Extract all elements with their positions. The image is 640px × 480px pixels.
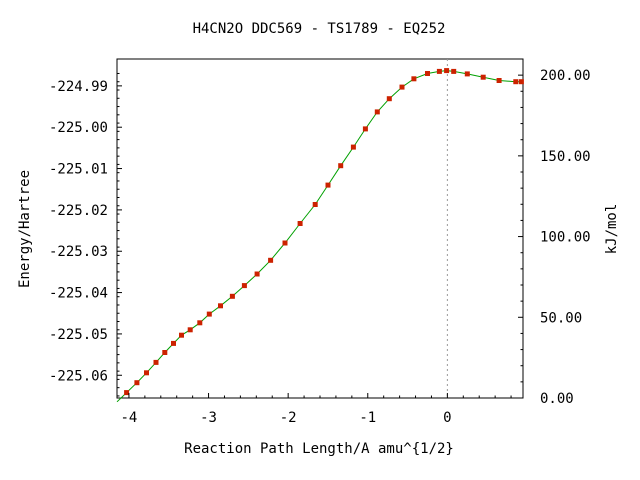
data-point <box>444 68 450 74</box>
data-point <box>374 109 380 115</box>
data-point <box>399 84 405 90</box>
data-point <box>312 202 318 207</box>
y-tick-label: -225.04 <box>49 286 108 302</box>
data-point <box>411 76 417 82</box>
data-point <box>325 182 331 188</box>
data-point <box>518 79 524 85</box>
series-line <box>116 70 522 403</box>
data-point <box>451 68 457 74</box>
data-point <box>350 144 356 150</box>
data-point <box>162 350 168 355</box>
data-point <box>197 320 203 326</box>
data-point <box>282 240 288 246</box>
plot-border <box>116 58 524 399</box>
x-tick-label: -3 <box>200 410 217 426</box>
x-tick-label: -4 <box>121 410 138 426</box>
data-point <box>338 163 344 169</box>
data-point <box>124 390 130 396</box>
data-point <box>464 71 470 77</box>
right-y-axis-ticks: 200.00 150.00 100.00 50.00 0.00 <box>518 58 591 407</box>
data-point <box>229 293 235 299</box>
data-point <box>268 257 274 263</box>
data-point <box>386 96 392 102</box>
data-point <box>179 332 184 338</box>
x-axis-ticks: -4 -3 -2 -1 0 <box>121 393 512 426</box>
y2-tick-label: 0.00 <box>540 391 574 407</box>
data-point <box>134 380 140 386</box>
data-point <box>171 340 176 346</box>
y-tick-label: -225.00 <box>49 120 108 136</box>
data-point <box>480 74 486 80</box>
y2-tick-label: 50.00 <box>540 310 582 326</box>
data-point <box>153 359 159 365</box>
left-y-axis-ticks: -224.99 -225.00 -225.01 -225.02 -225.03 -225.… <box>49 72 122 397</box>
data-point <box>425 71 430 76</box>
x-tick-label: 0 <box>443 410 451 426</box>
data-point <box>436 68 442 74</box>
chart-title: H4CN2O DDC569 - TS1789 - EQ252 <box>193 21 446 37</box>
data-point <box>513 79 519 85</box>
data-point <box>496 78 502 83</box>
data-point <box>206 311 212 317</box>
y-tick-label: -225.02 <box>49 203 108 219</box>
data-point <box>241 283 247 289</box>
data-point <box>297 221 303 226</box>
y-tick-label: -225.01 <box>49 162 108 178</box>
y-tick-label: -225.06 <box>49 368 108 384</box>
data-point <box>144 370 149 376</box>
y-tick-label: -225.03 <box>49 244 108 260</box>
y-axis-label: Energy/Hartree <box>17 170 33 288</box>
data-point <box>362 126 368 132</box>
y2-tick-label: 150.00 <box>540 149 591 165</box>
y2-tick-label: 200.00 <box>540 68 591 84</box>
y-tick-label: -225.05 <box>49 327 108 343</box>
plot-frame <box>116 58 524 399</box>
right-y-axis-label: kJ/mol <box>604 204 620 255</box>
x-tick-label: -2 <box>280 410 297 426</box>
data-point <box>218 303 223 309</box>
data-point <box>187 327 193 333</box>
data-point <box>254 271 260 277</box>
x-axis-label: Reaction Path Length/A amu^{1/2} <box>184 441 454 457</box>
y2-tick-label: 100.00 <box>540 230 591 246</box>
energy-series <box>116 68 524 403</box>
x-tick-label: -1 <box>359 410 376 426</box>
y-tick-label: -224.99 <box>49 79 108 95</box>
